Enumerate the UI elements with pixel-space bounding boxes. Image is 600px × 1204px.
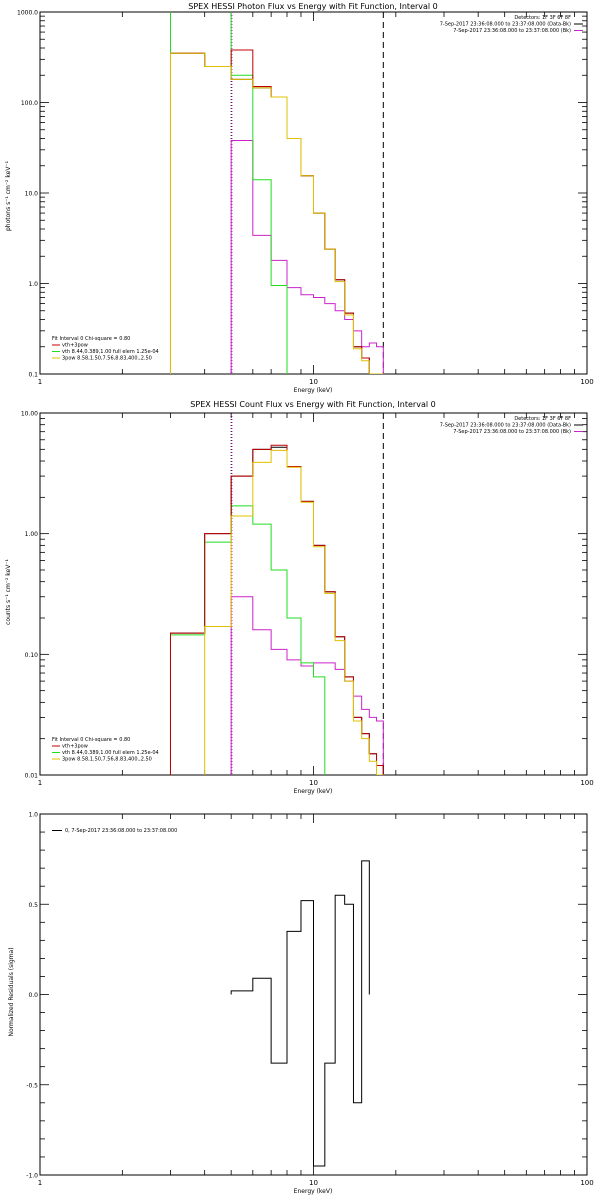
y-tick-label: 0.01 xyxy=(25,773,39,780)
legend-entry-text: Detectors: 1F 3F 6F 8F xyxy=(514,15,571,21)
residuals-panel: Normalized Residuals (sigma) Energy (keV… xyxy=(8,812,594,1196)
legend-entry-text: vth 8.44,0.389,1.00 full elem 1.25e-04 xyxy=(62,750,159,756)
legend-entry-text: 3pow 8.58,1.50,7.56,8.83,400.,2.50 xyxy=(62,356,152,362)
legend-entry-text: vth 8.44,0.389,1.00 full elem 1.25e-04 xyxy=(62,349,159,355)
legend-entry-text: 0, 7-Sep-2017 23:36:08.000 to 23:37:08.0… xyxy=(65,828,177,834)
legend-entry-text: 7-Sep-2017 23:36:08.000 to 23:37:08.000 … xyxy=(453,429,571,435)
photon-flux-xlabel: Energy (keV) xyxy=(294,387,333,394)
series-line xyxy=(169,52,384,374)
legend-entry-text: vth+3pow xyxy=(62,343,88,349)
legend-entry-text: 3pow 8.58,1.50,7.56,8.83,400.,2.50 xyxy=(62,757,152,763)
y-tick-label: 1000.0 xyxy=(17,10,38,17)
legend-entry-text: Fit Interval 0 Chi-square = 0.80 xyxy=(52,737,130,743)
photon-flux-panel: SPEX HESSI Photon Flux vs Energy with Fi… xyxy=(5,2,594,394)
legend-entry-text: Detectors: 1F 3F 6F 8F xyxy=(514,416,571,422)
legend-entry-text: Fit Interval 0 Chi-square = 0.80 xyxy=(52,336,130,342)
photon-flux-title: SPEX HESSI Photon Flux vs Energy with Fi… xyxy=(188,2,438,11)
series-group xyxy=(169,444,384,775)
x-tick-label: 1 xyxy=(38,378,42,386)
series-line xyxy=(230,860,370,1167)
y-tick-label: -1.0 xyxy=(26,1173,38,1180)
x-tick-label: 100 xyxy=(580,779,593,787)
y-tick-label: 10.00 xyxy=(21,411,38,418)
series-line xyxy=(230,596,384,775)
legend-entry-text: vth+3pow xyxy=(62,744,88,750)
series-line xyxy=(169,12,288,374)
y-tick-label: 0.0 xyxy=(28,992,38,999)
legend-entry-text: 7-Sep-2017 23:36:08.000 to 23:37:08.000 … xyxy=(440,423,571,429)
y-tick-label: 1.0 xyxy=(28,812,38,819)
photon-flux-ylabel: photons s⁻¹ cm⁻² keV⁻¹ xyxy=(5,160,12,231)
x-tick-label: 100 xyxy=(580,1179,593,1187)
y-tick-label: 1.00 xyxy=(25,531,39,538)
y-tick-label: 1.0 xyxy=(28,281,38,288)
count-flux-panel: SPEX HESSI Count Flux vs Energy with Fit… xyxy=(5,400,594,795)
residuals-xlabel: Energy (keV) xyxy=(294,1188,333,1195)
x-tick-label: 10 xyxy=(309,779,318,787)
x-tick-label: 10 xyxy=(309,1179,318,1187)
series-line xyxy=(204,449,384,775)
legend-entry-text: 7-Sep-2017 23:36:08.000 to 23:37:08.000 … xyxy=(440,22,571,28)
residuals-ylabel: Normalized Residuals (sigma) xyxy=(8,947,15,1036)
count-flux-xlabel: Energy (keV) xyxy=(294,788,333,795)
y-tick-label: 0.1 xyxy=(28,372,38,379)
series-line xyxy=(169,444,384,775)
y-tick-label: 0.5 xyxy=(28,902,38,909)
series-group xyxy=(169,12,384,374)
y-tick-label: -0.5 xyxy=(26,1082,38,1089)
series-group xyxy=(230,860,370,1167)
y-tick-label: 0.10 xyxy=(25,652,39,659)
count-flux-ylabel: counts s⁻¹ cm⁻² keV⁻¹ xyxy=(5,559,12,625)
legend-entry-text: 7-Sep-2017 23:36:08.000 to 23:37:08.000 … xyxy=(453,28,571,34)
x-tick-label: 100 xyxy=(580,378,593,386)
y-tick-label: 100.0 xyxy=(21,100,38,107)
y-tick-label: 10.0 xyxy=(25,191,39,198)
count-flux-title: SPEX HESSI Count Flux vs Energy with Fit… xyxy=(190,400,435,409)
x-tick-label: 10 xyxy=(309,378,318,386)
x-tick-label: 1 xyxy=(38,779,42,787)
x-tick-label: 1 xyxy=(38,1179,42,1187)
